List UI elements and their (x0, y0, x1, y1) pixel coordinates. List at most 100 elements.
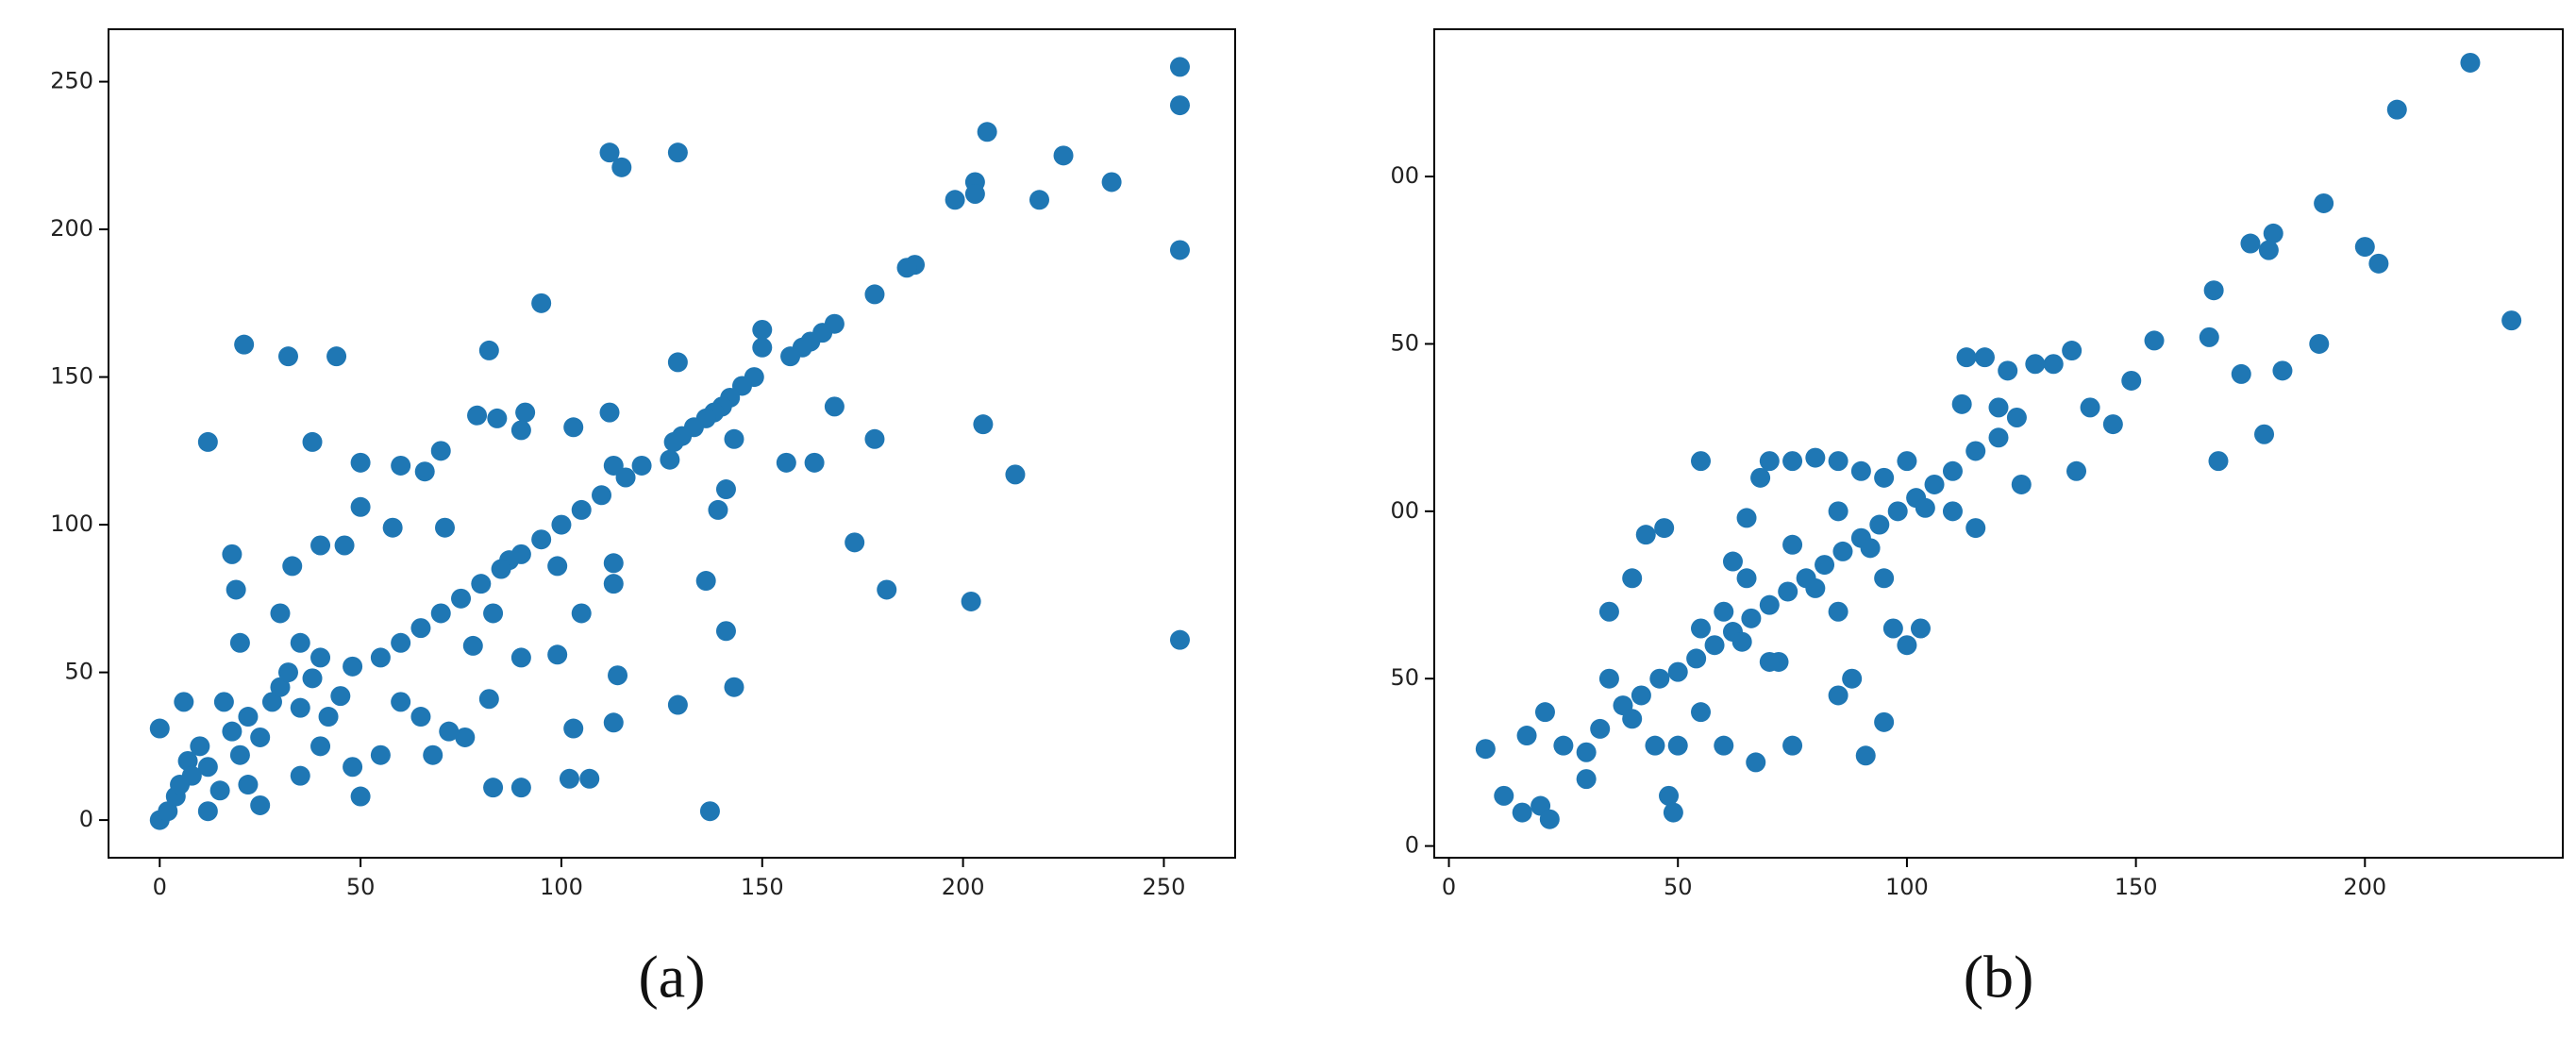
point (238, 707, 259, 728)
point (845, 532, 865, 553)
point (462, 635, 483, 656)
point (804, 452, 825, 473)
point (2102, 414, 2123, 435)
y-tick-label: 50 (1390, 329, 1419, 356)
point (599, 402, 620, 423)
point (961, 591, 981, 611)
point (531, 293, 552, 313)
point (1942, 501, 1963, 522)
point (149, 718, 170, 739)
point (1998, 360, 2018, 381)
point (1759, 594, 1780, 615)
point (1690, 702, 1711, 723)
point (1815, 555, 1835, 576)
point (547, 644, 568, 665)
point (515, 402, 536, 423)
point (277, 662, 298, 683)
point (318, 707, 339, 728)
point (1828, 685, 1848, 706)
point (414, 461, 435, 482)
x-tick-label: 50 (346, 874, 376, 900)
point (667, 352, 688, 373)
point (1169, 95, 1190, 116)
y-tick-label: 150 (50, 363, 93, 390)
point (877, 579, 897, 600)
point (1622, 568, 1643, 589)
point (1590, 718, 1611, 739)
point (631, 455, 652, 476)
point (1731, 631, 1752, 652)
point (1842, 668, 1863, 689)
point (945, 190, 965, 210)
point (864, 428, 885, 449)
x-tick-label: 50 (1664, 874, 1693, 900)
y-tick-label: 0 (79, 806, 93, 832)
point (487, 408, 508, 428)
point (1924, 474, 1945, 494)
point (1736, 508, 1757, 528)
point (2263, 223, 2283, 243)
point (2501, 310, 2522, 331)
point (1667, 661, 1688, 682)
x-tick-label: 100 (1885, 874, 1929, 900)
point (2121, 370, 2142, 391)
point (2066, 460, 2087, 481)
caption: (b) (1964, 944, 2034, 1011)
point (551, 514, 572, 535)
point (229, 744, 250, 765)
point (1942, 460, 1963, 481)
point (234, 334, 255, 355)
point (1714, 601, 1734, 622)
point (1897, 451, 1917, 472)
point (977, 122, 997, 142)
point (391, 455, 411, 476)
point (1874, 711, 1895, 732)
point (430, 441, 451, 461)
point (1988, 427, 2009, 448)
point (708, 499, 728, 520)
point (1759, 651, 1780, 672)
point (197, 431, 218, 452)
point (2254, 424, 2275, 444)
point (1956, 347, 1977, 368)
point (776, 452, 796, 473)
caption: (a) (638, 944, 705, 1011)
point (455, 727, 476, 747)
point (667, 694, 688, 715)
point (350, 452, 371, 473)
point (964, 184, 985, 205)
point (660, 449, 680, 470)
point (752, 319, 773, 340)
point (350, 496, 371, 517)
point (491, 559, 511, 579)
point (715, 621, 736, 642)
point (197, 801, 218, 822)
point (1805, 447, 1826, 468)
point (370, 647, 391, 668)
point (391, 692, 411, 712)
point (1645, 735, 1665, 756)
point (423, 744, 443, 765)
point (302, 431, 323, 452)
point (864, 284, 885, 305)
point (326, 346, 347, 367)
x-tick-label: 100 (540, 874, 583, 900)
point (350, 786, 371, 807)
point (209, 780, 230, 801)
point (1746, 752, 1766, 773)
point (478, 689, 499, 710)
point (1750, 467, 1771, 488)
point (1988, 397, 2009, 418)
point (430, 603, 451, 624)
point (611, 157, 632, 177)
point (277, 346, 298, 367)
point (2062, 341, 2083, 361)
point (780, 346, 801, 367)
point (1782, 534, 1803, 555)
axes-frame (1433, 28, 2564, 859)
point (222, 721, 243, 742)
point (238, 775, 259, 795)
point (603, 574, 624, 594)
point (270, 603, 291, 624)
